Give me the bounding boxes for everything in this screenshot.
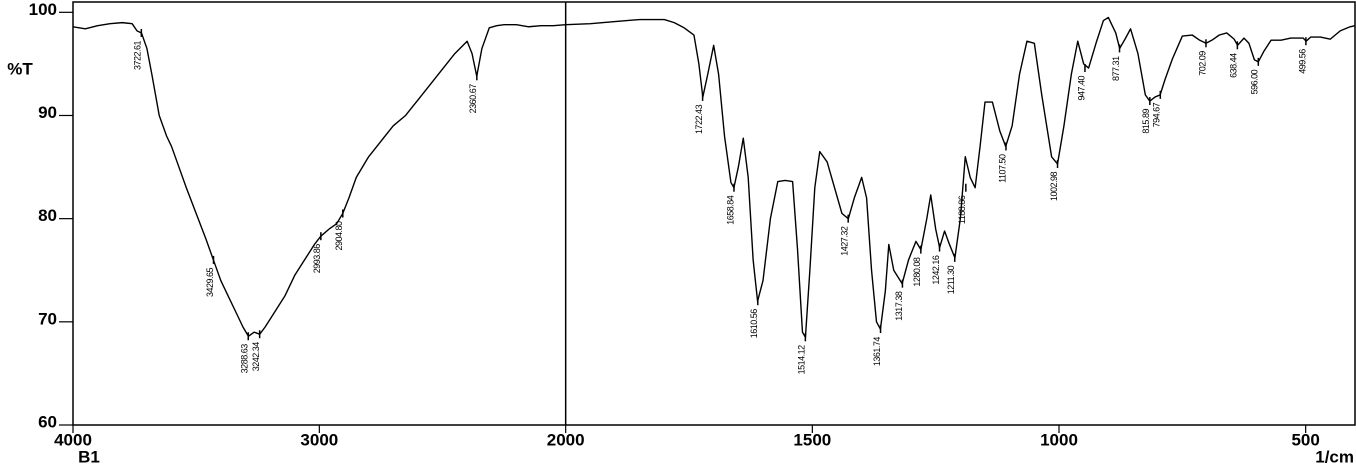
peak-label: 3242.34 [251,342,261,372]
peak-label: 1514.12 [797,345,807,375]
peak-label: 3429.65 [205,267,215,297]
peak-label: 1317.38 [894,291,904,321]
peak-label: 1280.08 [912,257,922,287]
peak-label: 1658.84 [725,195,735,225]
x-tick-label: 1000 [1040,430,1078,449]
sample-label: B1 [78,447,100,464]
peak-label: 3722.61 [133,40,143,70]
peak-label: 877.31 [1111,56,1121,81]
peak-label: 596.00 [1250,69,1260,94]
x-axis-label: 1/cm [1315,447,1354,464]
peak-label: 2993.86 [312,244,322,274]
peak-label: 947.40 [1076,76,1086,101]
x-tick-label: 500 [1291,430,1319,449]
peak-label: 1242.16 [931,255,941,285]
y-tick-label: 80 [38,206,57,225]
y-tick-label: 90 [38,103,57,122]
y-tick-label: 60 [38,412,57,431]
x-tick-label: 2000 [547,430,585,449]
peak-label: 2360.67 [468,84,478,114]
peak-label: 1211.30 [946,265,956,294]
peak-label: 1361.74 [872,337,882,367]
peak-label: 499.56 [1297,49,1307,74]
x-tick-label: 3000 [300,430,338,449]
peak-label: 815.89 [1141,109,1151,134]
spectrum-line [72,16,1356,338]
plot-frame [72,1,1356,426]
peak-label: 1188.86 [957,195,967,224]
peak-label: 702.09 [1197,51,1207,76]
peak-label: 794.67 [1152,102,1162,127]
y-tick-label: 70 [38,309,57,328]
peak-label: 1610.56 [749,309,759,339]
peak-label: 2904.80 [334,221,344,251]
y-axis-label: %T [7,59,33,78]
peak-label: 1107.50 [997,154,1007,183]
x-tick-label: 4000 [54,430,92,449]
peak-label: 1722.43 [694,104,704,134]
peak-label: 638.44 [1229,53,1239,78]
peak-label: 3288.63 [240,344,250,374]
x-tick-label: 1500 [793,430,831,449]
peak-label: 1427.32 [840,226,850,256]
y-tick-label: 100 [29,0,57,19]
peak-label: 1002.98 [1049,171,1059,201]
